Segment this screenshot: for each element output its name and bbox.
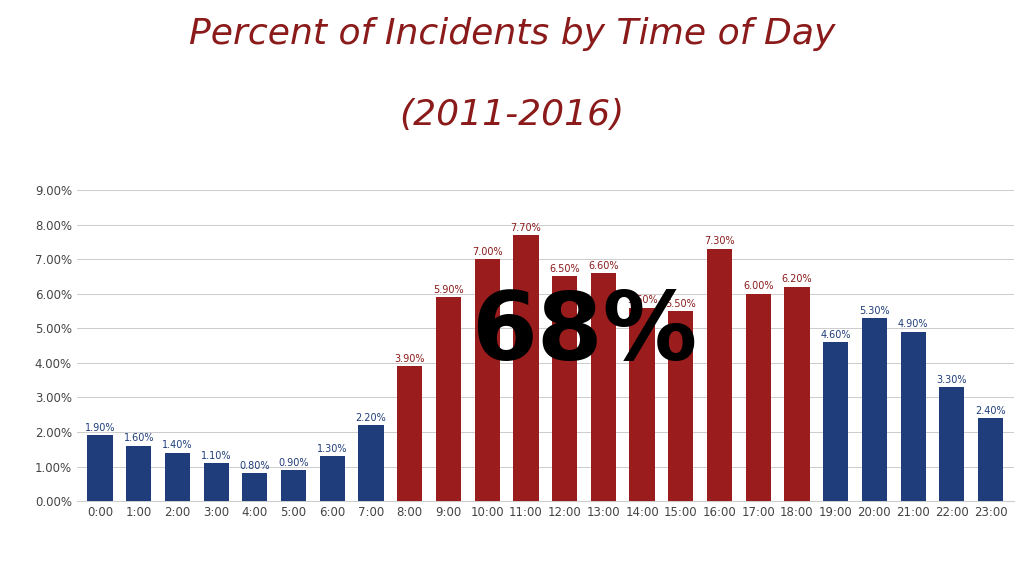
Text: 1.10%: 1.10% — [201, 450, 231, 461]
Text: 3.30%: 3.30% — [937, 374, 967, 385]
Bar — [126, 446, 152, 501]
Bar — [745, 294, 771, 501]
Bar — [823, 342, 848, 501]
Text: 5.90%: 5.90% — [433, 285, 464, 295]
Bar — [87, 435, 113, 501]
Bar — [862, 318, 887, 501]
Text: 5.60%: 5.60% — [627, 295, 657, 305]
Bar — [707, 249, 732, 501]
Bar — [513, 235, 539, 501]
Bar — [978, 418, 1004, 501]
Text: 7.70%: 7.70% — [511, 222, 542, 233]
Bar — [591, 273, 616, 501]
Text: (2011-2016): (2011-2016) — [399, 98, 625, 132]
Bar — [900, 332, 926, 501]
Text: 0.80%: 0.80% — [240, 461, 270, 471]
Text: 0.90%: 0.90% — [279, 457, 309, 468]
Text: 1.60%: 1.60% — [124, 433, 154, 444]
Bar — [939, 387, 965, 501]
Text: 4.60%: 4.60% — [820, 329, 851, 340]
Text: 5.50%: 5.50% — [666, 298, 696, 309]
Text: 68%: 68% — [471, 288, 697, 380]
Text: 3.90%: 3.90% — [394, 354, 425, 364]
Bar — [204, 463, 228, 501]
Text: 1.30%: 1.30% — [317, 444, 347, 454]
Text: 5.30%: 5.30% — [859, 305, 890, 316]
Bar — [669, 311, 693, 501]
Text: 1.40%: 1.40% — [162, 440, 193, 450]
Bar — [319, 456, 345, 501]
Bar — [397, 366, 422, 501]
Bar — [243, 473, 267, 501]
Bar — [630, 308, 654, 501]
Text: 6.60%: 6.60% — [588, 260, 618, 271]
Text: 7.30%: 7.30% — [705, 236, 735, 247]
Text: 2.20%: 2.20% — [355, 412, 386, 423]
Text: 6.00%: 6.00% — [743, 281, 773, 291]
Text: 6.20%: 6.20% — [781, 274, 812, 285]
Text: www.iafc.org: www.iafc.org — [860, 541, 993, 559]
Bar — [474, 259, 500, 501]
Text: Percent of Incidents by Time of Day: Percent of Incidents by Time of Day — [188, 17, 836, 51]
Bar — [552, 276, 578, 501]
Text: 4.90%: 4.90% — [898, 319, 929, 329]
Bar — [358, 425, 384, 501]
Text: 6.50%: 6.50% — [549, 264, 580, 274]
Bar — [165, 453, 190, 501]
Text: 7.00%: 7.00% — [472, 247, 503, 257]
Text: 2.40%: 2.40% — [975, 406, 1006, 416]
Bar — [784, 287, 810, 501]
Text: 1.90%: 1.90% — [85, 423, 116, 433]
Bar — [436, 297, 461, 501]
Bar — [281, 470, 306, 501]
